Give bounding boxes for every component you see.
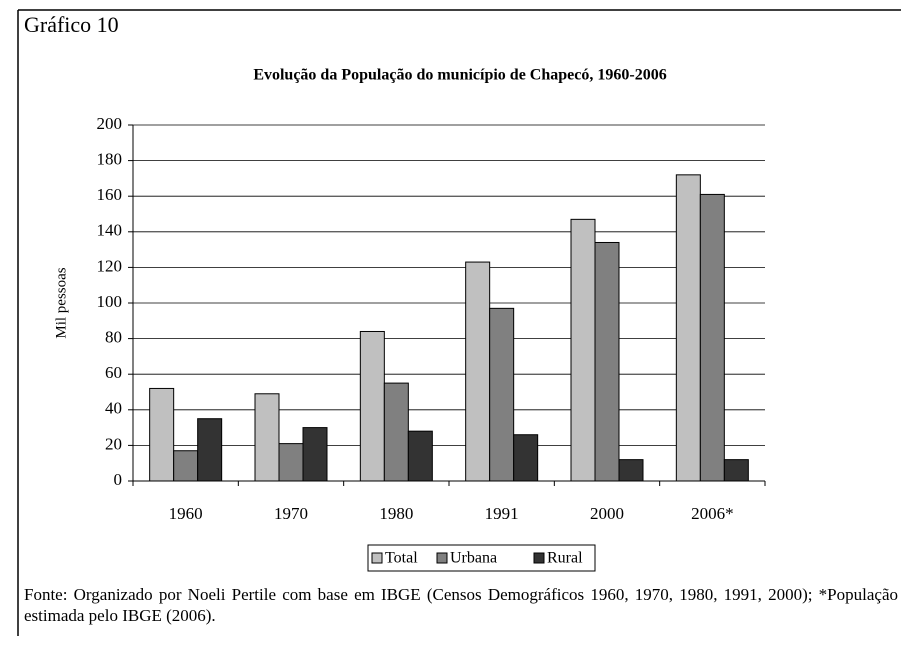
bar (513, 434, 539, 482)
bar (149, 387, 175, 482)
x-tick-label: 2006* (691, 504, 734, 523)
bar (383, 382, 409, 482)
x-tick-label: 1980 (379, 504, 413, 523)
y-tick-label: 120 (97, 256, 123, 275)
y-tick-label: 200 (97, 114, 123, 133)
bar (359, 330, 385, 482)
bar (254, 393, 280, 482)
bar (489, 307, 515, 482)
legend-label: Total (385, 550, 418, 567)
legend-label: Urbana (450, 550, 497, 567)
x-tick-label: 1991 (485, 504, 519, 523)
y-tick-label: 40 (105, 399, 122, 418)
y-tick-label: 140 (97, 221, 123, 240)
y-tick-label: 60 (105, 363, 122, 382)
bar (465, 261, 491, 482)
x-tick-label: 2000 (590, 504, 624, 523)
bar (618, 459, 644, 482)
legend-swatch (371, 552, 383, 564)
legend-swatch (436, 552, 448, 564)
legend-box (367, 544, 596, 572)
bar (675, 174, 701, 482)
y-tick-label: 20 (105, 434, 122, 453)
y-tick-label: 80 (105, 328, 122, 347)
y-tick-label: 160 (97, 185, 123, 204)
y-axis-label: Mil pessoas (53, 267, 69, 338)
bar (723, 459, 749, 482)
x-tick-label: 1960 (169, 504, 203, 523)
x-tick-label: 1970 (274, 504, 308, 523)
bar (278, 443, 304, 482)
bar (197, 418, 223, 482)
legend-label: Rural (547, 550, 583, 567)
bar (302, 427, 328, 482)
y-tick-label: 100 (97, 292, 123, 311)
y-tick-label: 0 (114, 470, 123, 489)
bar (407, 430, 433, 482)
bar (594, 241, 620, 482)
chart-title: Evolução da População do município de Ch… (253, 67, 666, 84)
figure-label: Gráfico 10 (24, 12, 119, 37)
bar (173, 450, 199, 482)
bar (699, 193, 725, 482)
bar (570, 218, 596, 482)
legend-swatch (533, 552, 545, 564)
footnote: Fonte: Organizado por Noeli Pertile com … (24, 585, 898, 625)
y-tick-label: 180 (97, 150, 123, 169)
